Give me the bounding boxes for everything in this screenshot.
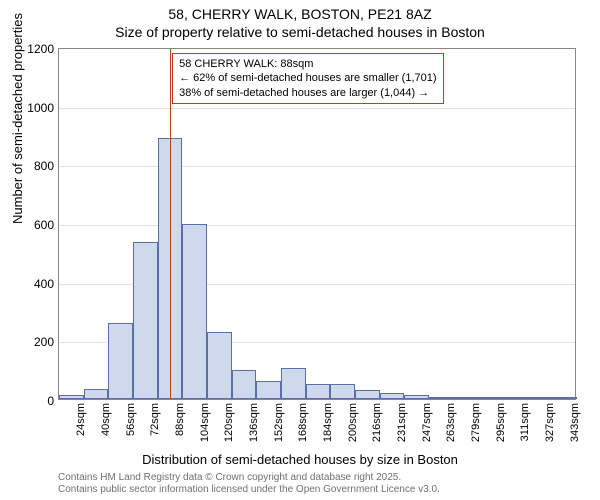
x-tick-label: 200sqm — [347, 403, 359, 442]
x-tick-label: 247sqm — [421, 403, 433, 442]
histogram-bar — [404, 395, 429, 399]
histogram-bar — [182, 224, 207, 399]
y-tick-label: 400 — [34, 277, 54, 291]
x-tick-label: 311sqm — [519, 403, 531, 441]
histogram-bar — [380, 393, 405, 399]
footer-line-2: Contains public sector information licen… — [58, 484, 440, 496]
histogram-bar — [528, 397, 553, 399]
histogram-bar — [281, 368, 306, 399]
y-tick-label: 1000 — [27, 101, 54, 115]
x-tick-label: 120sqm — [223, 403, 235, 442]
y-tick-label: 600 — [34, 218, 54, 232]
x-tick-label: 327sqm — [544, 403, 556, 442]
annotation-line-2: ← 62% of semi-detached houses are smalle… — [179, 71, 436, 85]
histogram-bar — [133, 242, 158, 399]
histogram-bar — [108, 323, 133, 399]
y-tick-label: 0 — [47, 394, 54, 408]
x-tick-label: 295sqm — [495, 403, 507, 442]
x-tick-label: 24sqm — [75, 403, 87, 436]
y-tick-label: 1200 — [27, 42, 54, 56]
y-tick-label: 200 — [34, 335, 54, 349]
chart-title-main: 58, CHERRY WALK, BOSTON, PE21 8AZ — [0, 0, 600, 22]
histogram-bar — [84, 389, 109, 399]
histogram-bar — [552, 397, 577, 399]
gridline — [59, 108, 575, 109]
histogram-bar — [256, 381, 281, 399]
x-tick-label: 88sqm — [174, 403, 186, 436]
x-tick-label: 184sqm — [322, 403, 334, 442]
histogram-bar — [232, 370, 257, 399]
annotation-line-1: 58 CHERRY WALK: 88sqm — [179, 57, 436, 71]
x-tick-label: 263sqm — [445, 403, 457, 442]
reference-line — [170, 49, 171, 399]
chart-plot-area: 02004006008001000120024sqm40sqm56sqm72sq… — [58, 48, 576, 400]
gridline — [59, 166, 575, 167]
x-tick-label: 40sqm — [100, 403, 112, 436]
x-tick-label: 72sqm — [149, 403, 161, 436]
x-axis-label: Distribution of semi-detached houses by … — [0, 452, 600, 467]
x-tick-label: 343sqm — [569, 403, 581, 442]
histogram-bar — [478, 397, 503, 399]
x-tick-label: 168sqm — [297, 403, 309, 442]
y-axis-label: Number of semi-detached properties — [10, 13, 25, 224]
x-tick-label: 152sqm — [273, 403, 285, 442]
x-tick-label: 56sqm — [125, 403, 137, 436]
histogram-bar — [207, 332, 232, 399]
annotation-box: 58 CHERRY WALK: 88sqm← 62% of semi-detac… — [172, 53, 443, 104]
footer-attribution: Contains HM Land Registry data © Crown c… — [58, 472, 440, 496]
x-tick-label: 104sqm — [199, 403, 211, 442]
x-tick-label: 279sqm — [470, 403, 482, 442]
histogram-bar — [330, 384, 355, 399]
annotation-line-3: 38% of semi-detached houses are larger (… — [179, 86, 436, 100]
histogram-bar — [429, 397, 454, 399]
gridline — [59, 225, 575, 226]
y-tick-label: 800 — [34, 159, 54, 173]
histogram-bar — [306, 384, 331, 399]
footer-line-1: Contains HM Land Registry data © Crown c… — [58, 472, 440, 484]
x-tick-label: 231sqm — [396, 403, 408, 442]
histogram-bar — [454, 397, 479, 399]
x-tick-label: 216sqm — [371, 403, 383, 442]
histogram-bar — [503, 397, 528, 399]
histogram-bar — [59, 395, 84, 399]
x-tick-label: 136sqm — [248, 403, 260, 442]
chart-title-sub: Size of property relative to semi-detach… — [0, 22, 600, 40]
histogram-bar — [355, 390, 380, 399]
